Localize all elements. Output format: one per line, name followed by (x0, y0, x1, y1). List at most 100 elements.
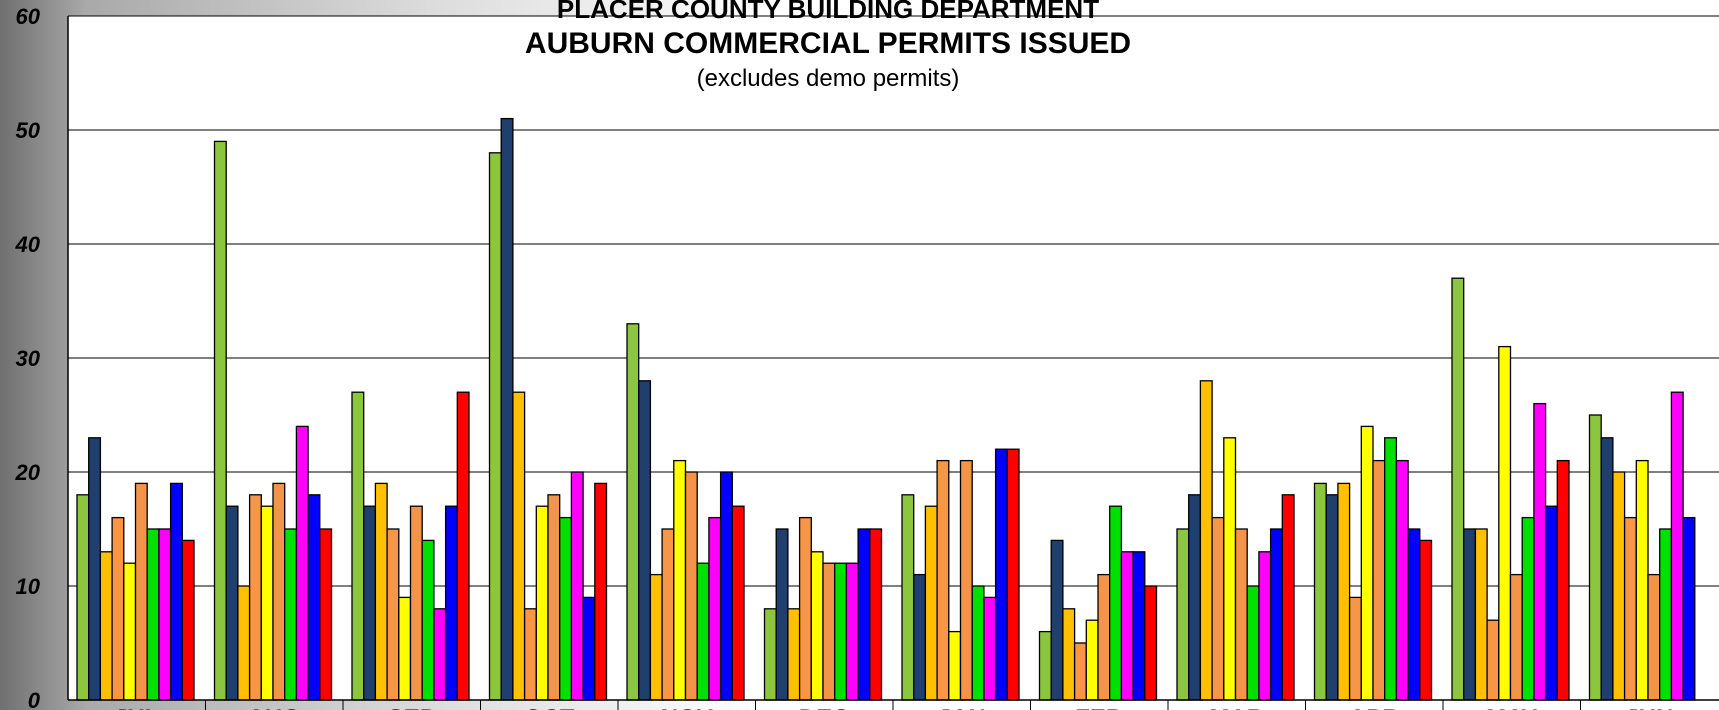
bar-may-10 (1556, 459, 1570, 701)
bar-jul-1 (76, 494, 90, 701)
y-tick-label: 0 (28, 688, 41, 710)
bar-jan-4 (936, 459, 950, 701)
bar-dec-7 (834, 562, 848, 701)
bar-feb-7 (1109, 505, 1123, 701)
bar-jul-2 (88, 437, 102, 701)
bar-jan-1 (901, 494, 915, 701)
bar-jul-9 (169, 482, 183, 701)
bar-jun-3 (1612, 471, 1626, 701)
bar-may-8 (1533, 402, 1547, 701)
bar-may-4 (1486, 619, 1500, 701)
bar-feb-10 (1144, 585, 1158, 701)
bar-apr-5 (1360, 425, 1374, 701)
bar-jul-7 (146, 528, 160, 701)
bar-may-5 (1498, 345, 1512, 701)
bar-mar-1 (1176, 528, 1190, 701)
bar-apr-10 (1419, 539, 1433, 701)
bar-nov-4 (661, 528, 675, 701)
bar-sep-10 (456, 391, 470, 701)
bar-sep-6 (409, 505, 423, 701)
x-tick-label: SEP (388, 705, 436, 710)
bar-apr-2 (1325, 494, 1339, 701)
bar-aug-9 (307, 494, 321, 701)
bar-dec-2 (775, 528, 789, 701)
bar-dec-9 (857, 528, 871, 701)
bar-nov-6 (684, 471, 698, 701)
y-tick-label: 40 (15, 232, 41, 257)
bar-oct-8 (570, 471, 584, 701)
bar-jul-4 (111, 516, 125, 701)
bar-apr-3 (1337, 482, 1351, 701)
bar-may-9 (1544, 505, 1558, 701)
bar-jun-8 (1670, 391, 1684, 701)
bar-sep-8 (433, 608, 447, 701)
bar-aug-5 (260, 505, 274, 701)
bar-nov-2 (638, 380, 652, 701)
bar-jun-4 (1623, 516, 1637, 701)
x-tick-label: AUG (248, 705, 301, 710)
bar-jan-7 (971, 585, 985, 701)
bar-nov-10 (731, 505, 745, 701)
bar-dec-4 (798, 516, 812, 701)
y-tick-label: 30 (16, 346, 41, 371)
bar-sep-7 (421, 539, 435, 701)
bar-mar-5 (1223, 437, 1237, 701)
x-tick-label: MAR (1209, 705, 1264, 710)
x-tick-label: FEB (1075, 705, 1123, 710)
bar-feb-8 (1120, 551, 1134, 701)
bar-aug-10 (319, 528, 333, 701)
bar-jan-2 (913, 573, 927, 701)
bar-oct-10 (594, 482, 608, 701)
y-tick-label: 60 (16, 4, 41, 29)
bar-jan-3 (924, 505, 938, 701)
bar-mar-10 (1281, 494, 1295, 701)
x-axis: JUL AUG SEP OCT NOV DEC JAN FEB MAR APR MAY JUN (68, 699, 1719, 710)
bar-sep-2 (363, 505, 377, 701)
bar-dec-5 (810, 551, 824, 701)
bar-oct-1 (488, 152, 502, 701)
chart-note: (excludes demo permits) (697, 65, 960, 92)
bar-oct-9 (582, 596, 596, 701)
bar-may-2 (1463, 528, 1477, 701)
bar-may-7 (1521, 516, 1535, 701)
bar-feb-4 (1073, 642, 1087, 701)
x-tick-label: JUN (1625, 705, 1673, 710)
bar-mar-6 (1234, 528, 1248, 701)
x-tick-label: APR (1349, 705, 1400, 710)
bar-jun-2 (1600, 437, 1614, 701)
bar-may-1 (1451, 277, 1465, 701)
bar-jun-7 (1659, 528, 1673, 701)
bar-nov-8 (708, 516, 722, 701)
bar-may-3 (1474, 528, 1488, 701)
bar-dec-3 (787, 608, 801, 701)
bar-feb-2 (1050, 539, 1064, 701)
bar-jul-6 (134, 482, 148, 701)
bar-aug-7 (284, 528, 298, 701)
bar-nov-3 (649, 573, 663, 701)
bar-nov-5 (673, 459, 687, 701)
bar-may-6 (1509, 573, 1523, 701)
bar-jun-5 (1635, 459, 1649, 701)
bar-oct-3 (512, 391, 526, 701)
bar-feb-5 (1085, 619, 1099, 701)
bar-aug-4 (248, 494, 262, 701)
bar-mar-7 (1246, 585, 1260, 701)
bar-jul-10 (181, 539, 195, 701)
bar-apr-6 (1372, 459, 1386, 701)
bar-feb-1 (1038, 630, 1052, 701)
x-tick-label: JUL (114, 705, 159, 710)
bar-oct-4 (523, 608, 537, 701)
bar-dec-10 (869, 528, 883, 701)
x-tick-label: NOV (661, 705, 713, 710)
bar-jul-3 (99, 551, 113, 701)
bar-jan-9 (994, 448, 1008, 701)
y-axis: 0 10 20 30 40 50 60 (15, 4, 69, 710)
bar-feb-9 (1132, 551, 1146, 701)
bar-sep-3 (374, 482, 388, 701)
bar-mar-4 (1211, 516, 1225, 701)
bar-nov-7 (696, 562, 710, 701)
bar-sep-4 (386, 528, 400, 701)
x-tick-label: DEC (799, 705, 850, 710)
bar-aug-2 (225, 505, 239, 701)
y-tick-label: 10 (16, 574, 41, 599)
